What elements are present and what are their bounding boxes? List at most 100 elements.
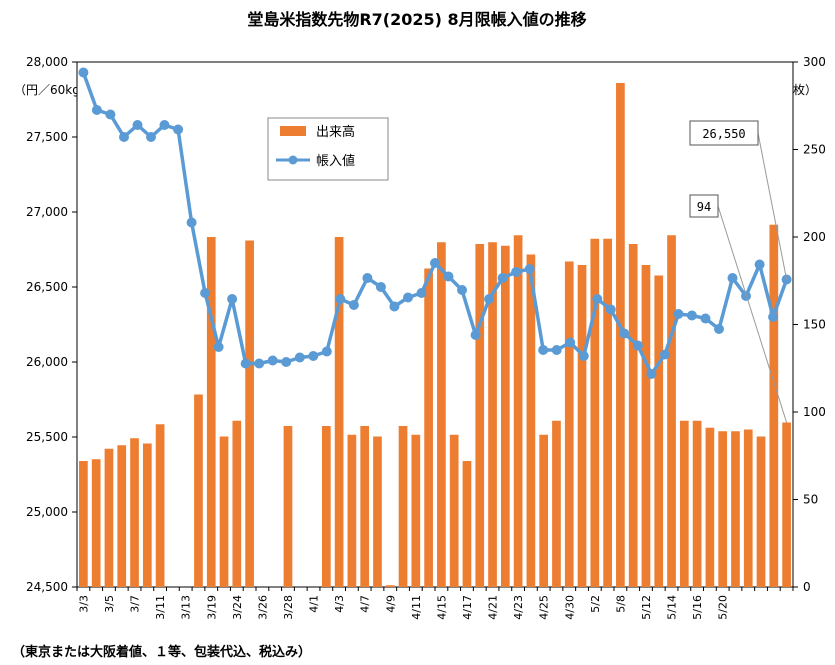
- volume-bar: [142, 443, 152, 587]
- x-tick-label: 3/5: [103, 595, 116, 613]
- settlement-point: [105, 109, 116, 120]
- volume-bar: [679, 420, 689, 587]
- settlement-point: [254, 358, 265, 369]
- settlement-point: [146, 132, 156, 142]
- x-tick-label: 3/28: [282, 595, 295, 620]
- callout-price-label: 26,550: [702, 127, 745, 141]
- settlement-line: [78, 67, 792, 379]
- settlement-point: [646, 369, 657, 379]
- chart-title: 堂島米指数先物R7(2025) 8月限帳入値の推移: [247, 10, 586, 29]
- settlement-point: [768, 312, 779, 322]
- settlement-point: [700, 313, 711, 324]
- volume-bar: [398, 426, 408, 587]
- volume-bar: [283, 426, 293, 587]
- x-tick-label: 5/12: [640, 595, 653, 620]
- left-tick-label: 25,500: [26, 430, 68, 444]
- volume-bar: [769, 224, 779, 587]
- settlement-point: [659, 349, 670, 360]
- volume-bar: [488, 242, 497, 587]
- x-tick-label: 4/11: [410, 595, 423, 620]
- left-axis-unit: （円／60kg）: [14, 83, 92, 97]
- settlement-point: [281, 357, 292, 367]
- settlement-point: [538, 345, 549, 355]
- settlement-point: [348, 300, 359, 310]
- footnote: （東京または大阪着値、１等、包装代込、税込み）: [12, 644, 311, 660]
- volume-bar: [334, 237, 344, 587]
- callout-price-box: [689, 120, 759, 146]
- right-tick-label: 50: [803, 493, 818, 507]
- settlement-point: [321, 346, 332, 357]
- callout-leader-price: [757, 132, 788, 280]
- settlement-point: [592, 294, 603, 304]
- callout-volume-box: [689, 194, 719, 218]
- volume-bar: [667, 235, 676, 587]
- callout-leader-volume: [717, 205, 788, 423]
- volume-bar: [360, 426, 370, 587]
- volume-bar: [628, 244, 638, 587]
- x-tick-label: 3/11: [154, 595, 167, 620]
- volume-bar: [385, 585, 395, 587]
- volume-bar: [500, 245, 510, 587]
- volume-bar: [705, 427, 715, 587]
- volume-bar: [539, 434, 549, 587]
- volume-bar: [347, 434, 357, 587]
- volume-bar: [321, 426, 331, 587]
- volume-bar: [437, 242, 446, 587]
- volume-bar: [577, 265, 587, 587]
- volume-bar: [756, 436, 766, 587]
- settlement-point: [754, 259, 765, 270]
- right-tick-label: 0: [803, 580, 811, 594]
- volume-bar: [641, 265, 651, 587]
- settlement-point: [389, 301, 400, 312]
- x-tick-label: 3/19: [205, 595, 218, 620]
- legend-bar-swatch: [280, 126, 306, 136]
- settlement-point: [484, 294, 495, 304]
- left-tick-label: 27,500: [26, 130, 68, 144]
- settlement-point: [173, 124, 184, 135]
- volume-bar: [654, 275, 664, 587]
- volume-bar: [194, 394, 203, 587]
- settlement-point: [335, 294, 346, 304]
- x-tick-label: 5/16: [691, 595, 704, 620]
- x-axis: 3/3 3/5 3/7 3/11 3/13 3/19 3/24 3/26 3/28 4/1 4/3 4…: [76, 587, 794, 620]
- settlement-point: [240, 358, 251, 369]
- settlement-point: [619, 328, 630, 339]
- x-tick-label: 4/25: [538, 595, 551, 620]
- settlement-point: [457, 285, 467, 295]
- legend: 出来高 帳入値: [267, 117, 389, 181]
- right-tick-label: 250: [803, 143, 826, 157]
- volume-bar: [590, 238, 600, 587]
- callout-volume-label: 94: [697, 200, 711, 214]
- left-tick-label: 24,500: [26, 580, 68, 594]
- left-tick-label: 28,000: [26, 55, 68, 69]
- volume-bar: [104, 448, 114, 587]
- settlement-point: [362, 273, 373, 283]
- settlement-point: [159, 120, 170, 130]
- x-tick-label: 5/14: [666, 595, 679, 620]
- settlement-point: [443, 271, 454, 282]
- left-axis: 24,500 25,000 25,500 26,000 26,500 27,000 27,5…: [26, 55, 77, 594]
- x-tick-label: 5/20: [717, 595, 730, 620]
- volume-bar: [462, 461, 472, 587]
- settlement-point: [119, 132, 129, 142]
- left-tick-label: 26,000: [26, 355, 68, 369]
- settlement-point: [714, 324, 724, 334]
- volume-bar: [411, 434, 421, 587]
- right-tick-label: 300: [803, 55, 826, 69]
- volume-bar: [552, 420, 561, 587]
- settlement-point: [686, 310, 697, 321]
- volume-bar: [245, 240, 254, 587]
- legend-line-label: 帳入値: [316, 153, 355, 169]
- legend-bar-label: 出来高: [316, 124, 355, 140]
- volume-bar: [155, 424, 165, 587]
- volume-bar: [373, 436, 382, 587]
- x-tick-label: 3/13: [180, 595, 193, 620]
- settlement-point: [497, 273, 508, 283]
- settlement-point: [430, 258, 440, 268]
- right-tick-label: 100: [803, 405, 826, 419]
- settlement-point: [565, 337, 576, 348]
- x-tick-label: 3/7: [129, 595, 142, 613]
- settlement-point: [524, 264, 535, 274]
- volume-bar: [449, 434, 459, 587]
